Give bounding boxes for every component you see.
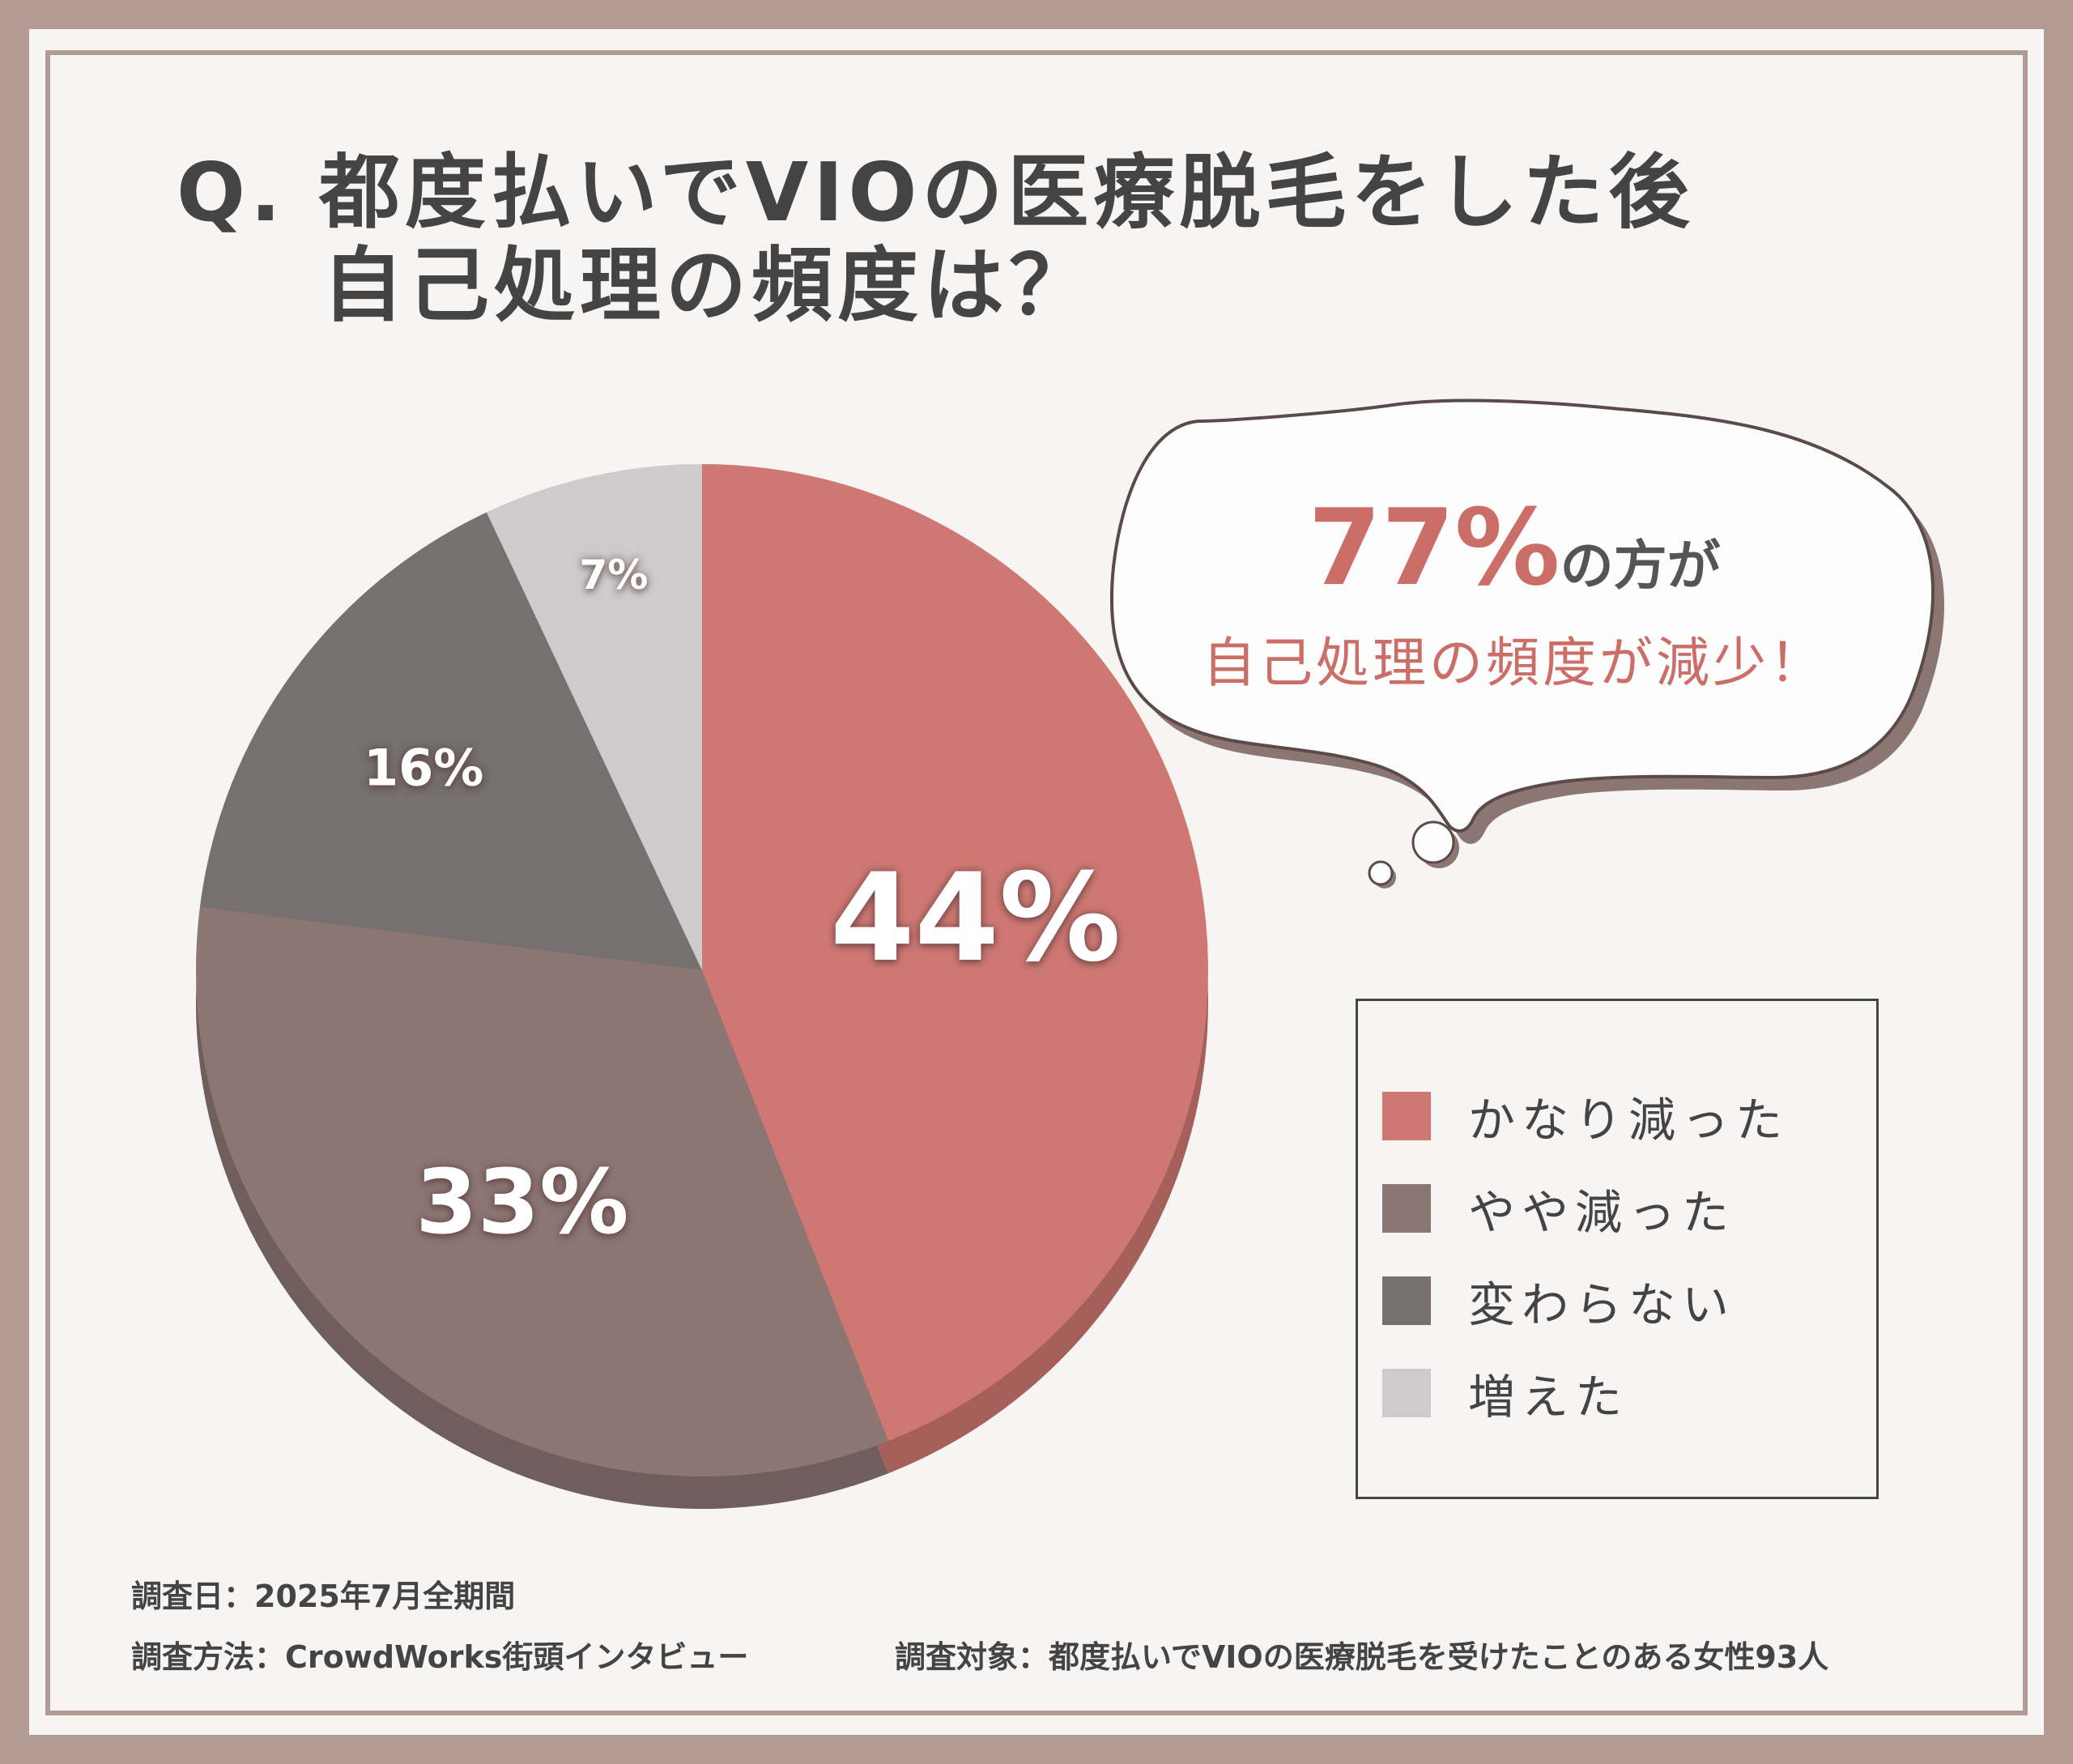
pie-slice-label: 16% [363, 738, 484, 798]
pie-slice-label: 44% [830, 847, 1122, 989]
bubble-headline: 77%の方が [1308, 486, 1720, 609]
legend-swatch [1382, 1184, 1431, 1233]
legend-label: やや減った [1468, 1185, 1736, 1240]
legend-swatch [1382, 1276, 1431, 1325]
chart-title: Q. 都度払いでVIOの医療脱毛をした後 自己処理の頻度は？ [177, 146, 1694, 332]
title-line2: 自己処理の頻度は？ [322, 238, 1095, 333]
title-line1: Q. 都度払いでVIOの医療脱毛をした後 [177, 145, 1695, 240]
pie-slice [199, 512, 702, 970]
pie-slice-label: 33% [415, 1150, 629, 1255]
pie-slices [195, 464, 1208, 1477]
bubble-subline: 自己処理の頻度が減少！ [1203, 632, 1826, 694]
survey-date: 調査日：2025年7月全期間 [131, 1579, 516, 1614]
survey-method: 調査方法：CrowdWorks街頭インタビュー [131, 1639, 749, 1675]
legend-item: 変わらない [1382, 1276, 1735, 1332]
legend-item: かなり減った [1382, 1092, 1789, 1148]
thought-bubble [1109, 398, 1945, 888]
legend-item: やや減った [1382, 1184, 1735, 1240]
legend-swatch [1382, 1369, 1431, 1417]
pie-slice [195, 906, 889, 1477]
survey-target: 調査対象：都度払いでVIOの医療脱毛を受けたことのある女性93人 [895, 1639, 1829, 1675]
legend-label: かなり減った [1468, 1093, 1790, 1148]
pie-slice [702, 464, 1208, 1442]
legend-swatch [1382, 1092, 1431, 1140]
pie-slice-label: 7% [579, 552, 649, 599]
pie-slice [486, 464, 702, 970]
bubble-body [1109, 398, 1935, 833]
legend-item: 増えた [1382, 1369, 1628, 1425]
legend: かなり減った やや減った変わらない増えた [1356, 999, 1879, 1499]
legend-label: 増えた [1468, 1370, 1629, 1425]
bubble-suffix: の方が [1560, 535, 1721, 597]
bubble-dot-small [1368, 860, 1394, 886]
bubble-percent: 77% [1308, 486, 1560, 609]
legend-label: 変わらない [1468, 1277, 1736, 1332]
bubble-dot-large [1411, 820, 1455, 864]
